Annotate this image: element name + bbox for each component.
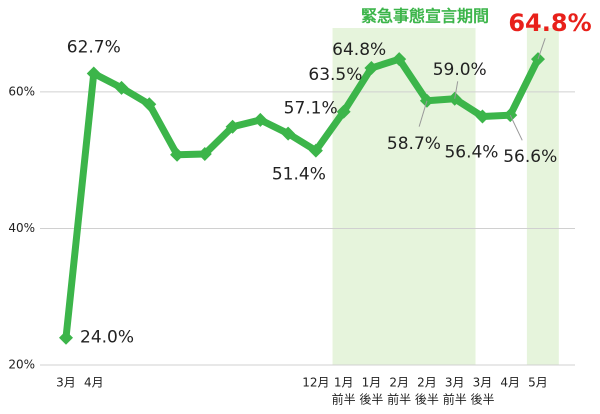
y-tick-label: 60% — [8, 84, 35, 98]
value-label: 59.0% — [433, 60, 487, 80]
shade-band — [332, 28, 476, 365]
x-sub-label: 前半 — [332, 392, 356, 407]
line — [62, 55, 542, 339]
marker — [170, 147, 185, 162]
value-label: 63.5% — [308, 65, 362, 85]
leader-line — [509, 114, 523, 141]
leader-line — [454, 81, 459, 99]
value-label: 64.8% — [332, 40, 386, 60]
marker — [281, 126, 296, 141]
x-sub-label: 後半 — [359, 393, 383, 407]
x-tick-label: 4月 — [84, 376, 104, 390]
marker — [364, 61, 379, 76]
value-label: 58.7% — [387, 134, 441, 154]
marker — [308, 143, 323, 158]
x-tick-label: 4月 — [500, 376, 520, 390]
marker — [197, 147, 212, 162]
value-label: 24.0% — [80, 328, 134, 348]
x-tick-label: 3月 — [473, 376, 493, 390]
marker — [392, 52, 407, 67]
annotation: 緊急事態宣言期間 — [361, 7, 489, 26]
marker — [114, 80, 129, 95]
marker — [253, 112, 268, 127]
x-sub-label: 前半 — [387, 392, 411, 407]
x-tick-label: 3月 — [56, 376, 76, 390]
value-label: 51.4% — [272, 165, 326, 185]
value-label: 56.4% — [444, 143, 498, 163]
value-label: 56.6% — [503, 147, 557, 167]
x-tick-label: 12月 — [302, 376, 329, 390]
marker — [142, 97, 157, 112]
marker — [59, 330, 73, 345]
marker — [475, 109, 490, 124]
x-tick-label: 3月 — [445, 376, 465, 390]
marker — [86, 66, 101, 81]
leader-line — [537, 37, 546, 60]
x-tick-label: 5月 — [528, 376, 548, 390]
value-label: 57.1% — [284, 99, 338, 119]
marker — [336, 104, 351, 119]
marker — [225, 119, 240, 134]
value-label: 64.8% — [508, 9, 591, 37]
leader-line — [418, 100, 428, 127]
y-tick-label: 20% — [8, 358, 35, 372]
x-sub-label: 後半 — [470, 393, 494, 407]
x-sub-label: 前半 — [443, 392, 467, 407]
shade-band — [526, 28, 559, 365]
x-sub-label: 後半 — [415, 393, 439, 407]
y-tick-label: 40% — [8, 221, 35, 235]
x-tick-label: 2月 — [389, 376, 409, 390]
x-tick-label: 1月 — [362, 376, 382, 390]
x-tick-label: 2月 — [417, 376, 437, 390]
x-tick-label: 1月 — [334, 376, 354, 390]
value-label: 62.7% — [67, 37, 121, 57]
